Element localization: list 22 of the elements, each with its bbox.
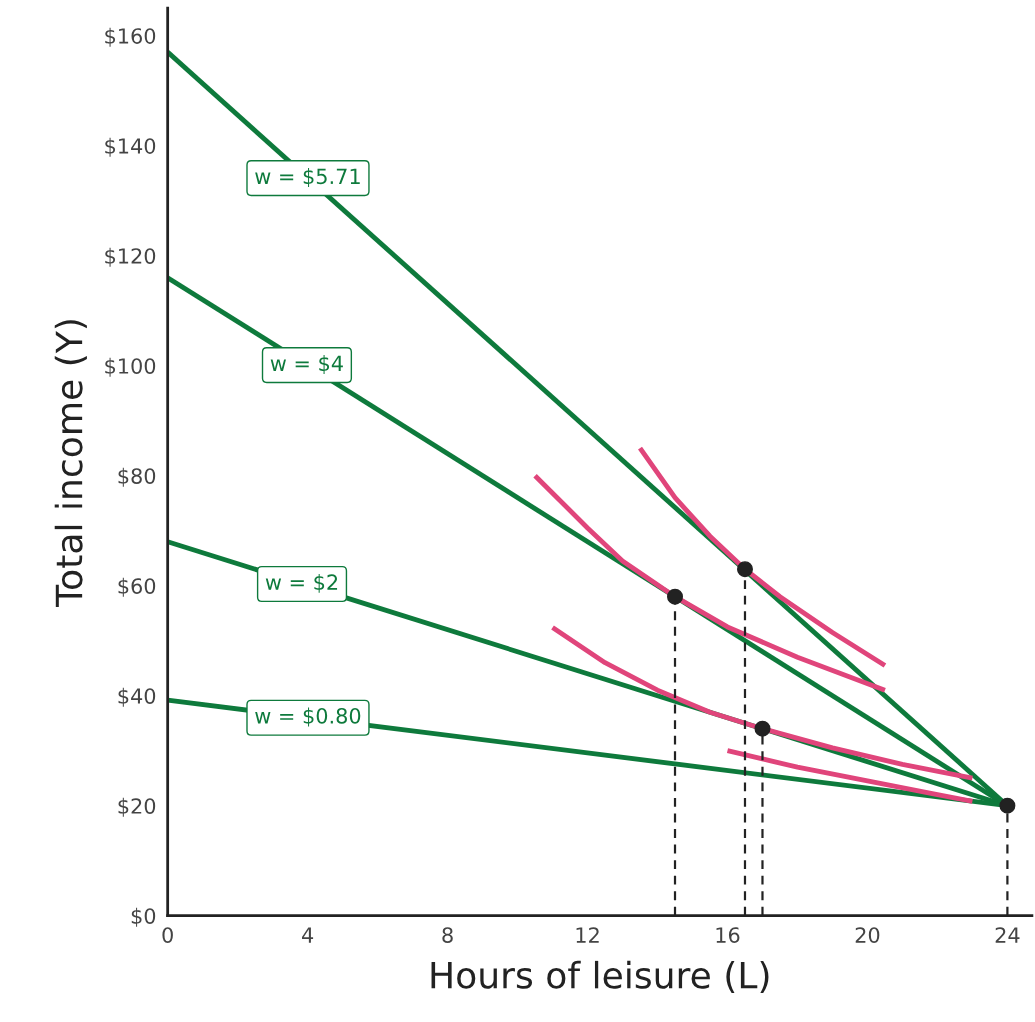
x-tick-label: 16 [716,927,740,943]
y-tick-label: $0 [131,907,156,927]
x-tick-label: 12 [576,927,599,943]
y-tick-label: $120 [105,247,156,267]
annotation: w = $2 [265,573,338,593]
annotation: w = $5.71 [255,168,360,187]
y-tick-label: $20 [118,797,156,817]
x-axis-title: Hours of leisure (L) [431,960,769,994]
y-axis-title: Total income (Y) [54,320,87,607]
x-tick-label: 0 [162,927,173,943]
annotation: w = $0.80 [255,707,361,727]
x-tick-label: 20 [855,927,880,943]
x-tick-label: 8 [442,927,453,943]
y-tick-label: $60 [118,577,156,597]
y-tick-label: $160 [105,27,156,47]
y-tick-label: $40 [118,687,156,707]
y-tick-label: $140 [105,137,156,157]
annotation: w = $4 [270,355,343,374]
y-tick-label: $80 [118,467,156,487]
y-tick-label: $100 [105,357,156,377]
x-tick-label: 24 [995,927,1020,943]
x-tick-label: 4 [302,927,314,943]
